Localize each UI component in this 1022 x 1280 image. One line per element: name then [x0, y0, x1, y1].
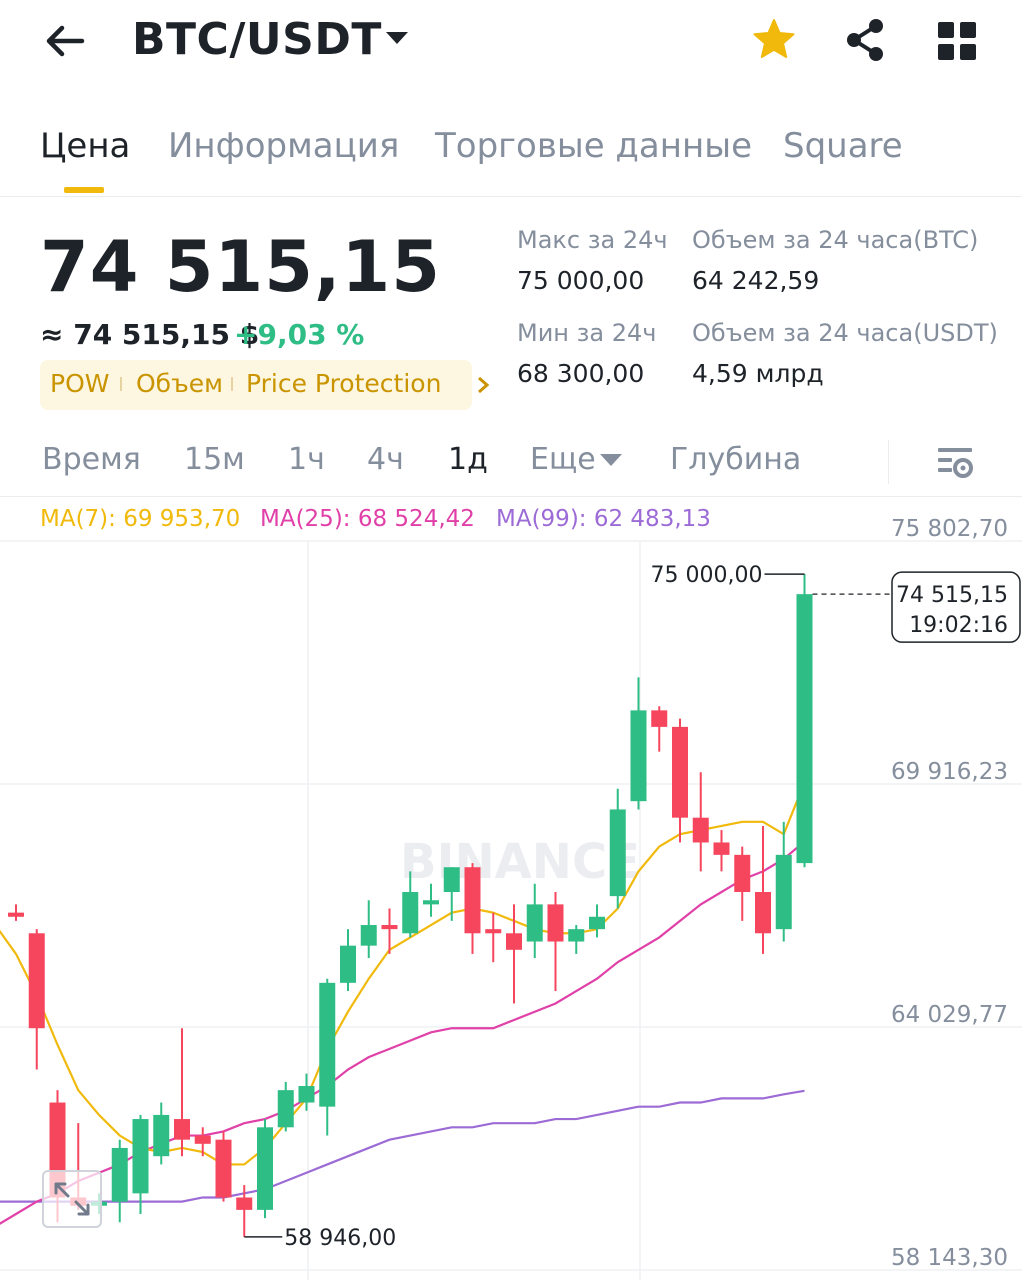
candle [713, 830, 730, 872]
interval-bar: Время 15м 1ч 4ч 1д Еще Глубина [0, 430, 1022, 497]
fiat-price: ≈ 74 515,15 $ [40, 318, 260, 351]
candle [257, 1119, 273, 1219]
interval-1h[interactable]: 1ч [288, 442, 325, 477]
volume-btc-value: 64 242,59 [692, 266, 820, 295]
candle [464, 863, 481, 954]
interval-15m[interactable]: 15м [184, 442, 245, 477]
top-bar: BTC/USDT [0, 0, 1022, 84]
tab-square[interactable]: Square [783, 126, 903, 166]
candle [215, 1131, 232, 1202]
y-tick-label: 75 802,70 [891, 516, 1008, 542]
candle [692, 772, 709, 872]
candle [132, 1114, 149, 1214]
candle [174, 1028, 190, 1157]
caret-down-icon[interactable] [382, 24, 412, 54]
candle [298, 1073, 315, 1111]
candle [651, 706, 668, 752]
ma7-line [0, 782, 806, 1166]
candlestick-chart[interactable]: BINANCE 75 000,00 58 946,00 74 515,15 19:02… [0, 498, 1022, 1280]
high-24h-value: 75 000,00 [517, 266, 645, 295]
candle [568, 925, 585, 954]
fullscreen-button[interactable] [42, 1170, 102, 1228]
volume-btc-label: Объем за 24 часа(BTC) [692, 226, 979, 254]
divider [888, 440, 889, 484]
caret-down-icon [600, 454, 622, 466]
ma25-legend: MA(25): 68 524,42 [260, 506, 475, 532]
ma99-legend: MA(99): 62 483,13 [496, 506, 711, 532]
candle [423, 883, 439, 917]
candle [672, 718, 688, 843]
candle [526, 883, 543, 959]
back-arrow-icon[interactable] [40, 16, 90, 66]
candle [443, 867, 460, 921]
interval-time[interactable]: Время [42, 442, 141, 477]
volume-usdt-value: 4,59 млрд [692, 359, 824, 388]
candle [28, 929, 45, 1070]
tab-trading-data[interactable]: Торговые данные [435, 126, 752, 166]
y-axis: 75 802,70 69 916,23 64 029,77 58 143,30 [891, 516, 1008, 1271]
candle [111, 1139, 128, 1223]
interval-more[interactable]: Еще [530, 442, 596, 477]
last-price-tag-value: 74 515,15 [896, 583, 1008, 608]
star-icon[interactable] [750, 16, 798, 64]
candle [340, 929, 356, 992]
candle [319, 978, 336, 1136]
high-24h-label: Макс за 24ч [517, 226, 668, 254]
tab-info[interactable]: Информация [168, 126, 400, 166]
tab-bar: Цена Информация Торговые данные Square [0, 120, 1022, 197]
chevron-right-icon [478, 376, 490, 394]
candle [360, 900, 377, 959]
candle [402, 871, 419, 938]
candle [8, 904, 24, 921]
watermark: BINANCE [400, 834, 640, 890]
expand-icon [54, 1182, 90, 1216]
candle [194, 1127, 211, 1157]
ma7-legend: MA(7): 69 953,70 [40, 506, 241, 532]
candle [506, 904, 522, 1004]
y-tick-label: 64 029,77 [891, 1002, 1008, 1028]
chart-grid [0, 540, 1022, 1280]
interval-1d[interactable]: 1д [448, 442, 488, 477]
ma25-line [0, 840, 806, 1225]
candle [485, 912, 502, 963]
low-marker-label: 58 946,00 [284, 1226, 396, 1251]
candle [589, 904, 605, 938]
tag-divider [231, 377, 233, 391]
chart-settings-icon[interactable] [934, 442, 976, 482]
price-change: +9,03 % [234, 318, 365, 351]
y-tick-label: 58 143,30 [891, 1245, 1008, 1271]
volume-usdt-label: Объем за 24 часа(USDT) [692, 319, 998, 347]
candle [277, 1081, 294, 1132]
tab-price[interactable]: Цена [40, 126, 131, 166]
high-marker-label: 75 000,00 [651, 563, 763, 588]
candle [734, 846, 751, 921]
ma99-line [0, 1089, 805, 1203]
candle [796, 574, 813, 868]
candle [775, 821, 792, 942]
tag-strip[interactable]: POW Объем Price Protection [40, 360, 490, 410]
candle-countdown: 19:02:16 [909, 613, 1008, 638]
candle [630, 677, 647, 810]
active-tab-indicator [64, 187, 104, 193]
y-tick-label: 69 916,23 [891, 759, 1008, 785]
low-24h-label: Мин за 24ч [517, 319, 657, 347]
last-price-tag [891, 571, 1021, 643]
low-24h-value: 68 300,00 [517, 359, 645, 388]
interval-depth[interactable]: Глубина [670, 442, 802, 477]
candle [381, 908, 398, 954]
grid-icon[interactable] [936, 20, 978, 62]
tag-divider [120, 377, 122, 391]
pair-title[interactable]: BTC/USDT [132, 14, 382, 65]
tag-pow[interactable]: POW [50, 369, 110, 398]
candle [153, 1102, 170, 1165]
candle [547, 892, 564, 992]
candle [755, 825, 771, 954]
share-icon[interactable] [842, 16, 890, 64]
candle [236, 1185, 253, 1237]
candle [609, 788, 626, 909]
interval-4h[interactable]: 4ч [367, 442, 404, 477]
tag-price-protection[interactable]: Price Protection [246, 369, 442, 398]
tag-volume[interactable]: Объем [136, 369, 223, 398]
last-price: 74 515,15 [40, 226, 441, 308]
